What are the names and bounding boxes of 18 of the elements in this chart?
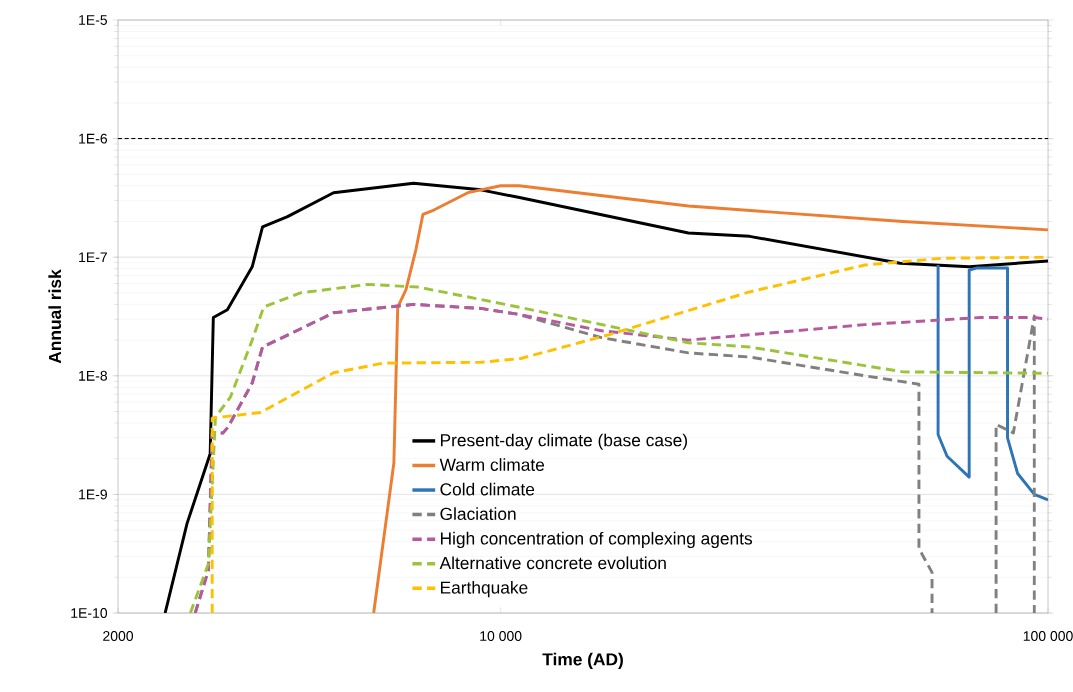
legend-label: Warm climate: [439, 458, 545, 471]
y-tick-label: 1E-7: [79, 252, 107, 263]
legend-label: Glaciation: [440, 507, 516, 521]
legend-label: Alternative concrete evolution: [439, 556, 666, 570]
legend-label: Earthquake: [440, 580, 528, 598]
y-tick-label: 1E-9: [79, 489, 107, 500]
x-tick-label: 100 000: [1023, 631, 1073, 641]
x-tick-label: 2000: [103, 631, 134, 641]
y-tick-label: 1E-6: [79, 133, 108, 144]
legend-label: High concentration of complexing agents: [440, 531, 753, 549]
y-axis-title: Annual risk: [48, 269, 62, 364]
y-tick-label: 1E-5: [79, 15, 108, 25]
x-axis-title: Time (AD): [542, 652, 623, 669]
y-tick-label: 1E-10: [71, 608, 108, 618]
legend-label: Present-day climate (base case): [440, 433, 688, 450]
x-tick-label: 10 000: [480, 631, 522, 641]
legend-label: Cold climate: [440, 482, 535, 496]
y-tick-label: 1E-8: [79, 370, 108, 381]
